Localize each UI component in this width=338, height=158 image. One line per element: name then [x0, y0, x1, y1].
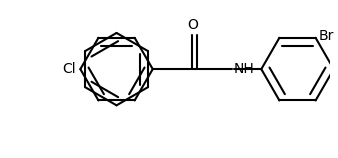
- Text: O: O: [187, 18, 198, 32]
- Text: Cl: Cl: [62, 62, 76, 76]
- Text: NH: NH: [234, 62, 255, 76]
- Text: Br: Br: [319, 30, 334, 43]
